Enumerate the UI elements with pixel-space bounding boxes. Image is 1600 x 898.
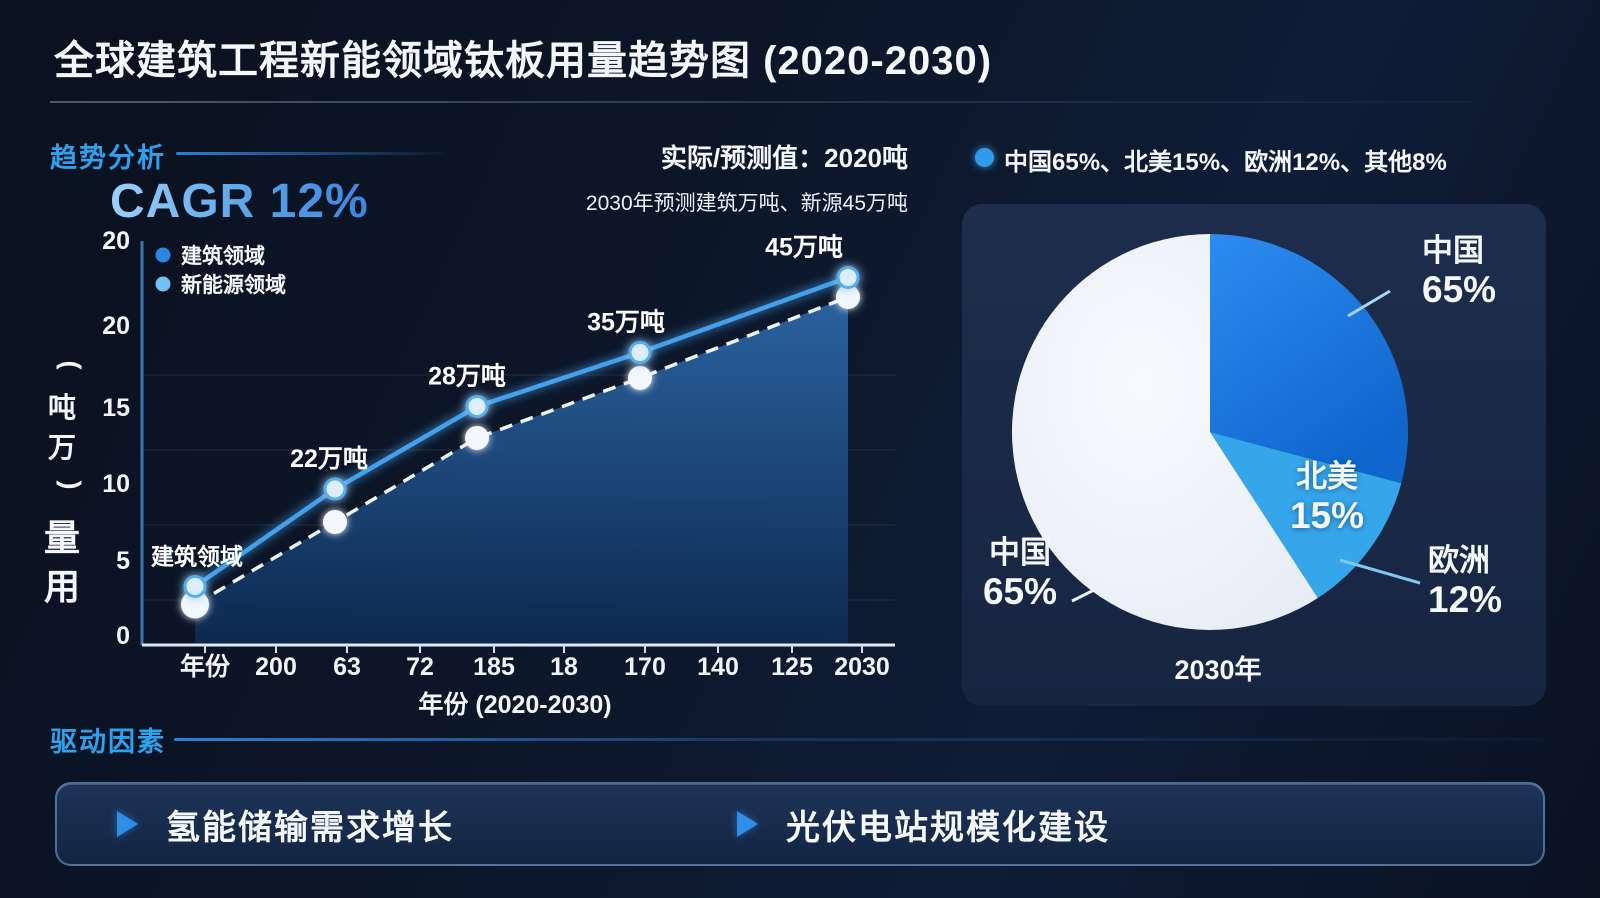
- pie-caption-year: 2030年: [1174, 655, 1262, 685]
- x-tick-label: 140: [697, 653, 739, 681]
- driver-item-hydrogen-label: 氢能储输需求增长: [166, 808, 454, 847]
- x-tick-label: 年份: [180, 652, 230, 681]
- y-tick-label: 10: [102, 470, 130, 498]
- data-point-building: [183, 575, 207, 598]
- legend-dot-icon: [155, 247, 171, 263]
- driver-item-photovoltaic: 光伏电站规模化建设: [737, 784, 1110, 864]
- trend-heading: 趋势分析: [50, 143, 166, 173]
- point-label: 建筑领域: [151, 544, 243, 570]
- pie-label-north-america-name: 北美: [1296, 459, 1358, 494]
- pie-legend-dot-icon: [975, 148, 994, 167]
- x-tick-label: 185: [473, 653, 515, 681]
- y-tick-label: 20: [102, 312, 130, 340]
- pie-label-china-left-name: 中国: [989, 535, 1051, 570]
- y-axis-title-char: (: [56, 361, 86, 370]
- legend-label: 新能源领域: [181, 273, 286, 297]
- data-point-building: [628, 341, 652, 364]
- triangle-bullet-icon: [117, 811, 138, 837]
- cagr-value: CAGR 12%: [110, 175, 369, 228]
- x-tick-label: 170: [624, 653, 666, 681]
- pie-label-china-left-value: 65%: [982, 570, 1058, 612]
- data-point-building: [836, 266, 860, 289]
- data-point-new-energy: [628, 366, 652, 390]
- pie-label-china-right: 中国 65%: [1422, 233, 1497, 310]
- pie-label-china-right-value: 65%: [1422, 268, 1497, 310]
- x-tick-label: 72: [406, 653, 434, 681]
- pie-label-europe-name: 欧洲: [1428, 543, 1490, 578]
- data-point-new-energy: [323, 510, 347, 534]
- driver-item-photovoltaic-label: 光伏电站规模化建设: [786, 808, 1110, 847]
- point-label: 28万吨: [428, 363, 506, 391]
- pie-callout-lines: [1071, 289, 1421, 603]
- data-point-new-energy: [836, 285, 860, 309]
- forecast-note-line1: 实际/预测值：2020吨: [660, 143, 908, 173]
- y-tick-label: 15: [102, 394, 130, 422]
- forecast-notes: 实际/预测值：2020吨 2030年预测建筑万吨、新源45万吨: [500, 138, 908, 217]
- callout-line-china-left: [1071, 579, 1113, 603]
- x-tick-label: 200: [255, 653, 297, 681]
- y-axis-title-char: ): [56, 481, 86, 490]
- legend-dot-icon: [155, 276, 171, 292]
- data-point-new-energy: [465, 426, 489, 450]
- callout-line-europe: [1339, 558, 1421, 585]
- pie-label-europe: 欧洲 12%: [1428, 543, 1503, 620]
- drivers-panel: 氢能储输需求增长 光伏电站规模化建设: [55, 782, 1545, 866]
- pie-chart: [1012, 234, 1408, 630]
- x-tick-label: 63: [333, 653, 361, 681]
- legend-label: 建筑领域: [181, 244, 265, 268]
- y-axis-title-char: 吨: [48, 392, 76, 423]
- point-label: 22万吨: [290, 445, 368, 473]
- y-tick-label: 0: [116, 622, 130, 650]
- point-label: 45万吨: [765, 234, 843, 262]
- area-fill: [195, 297, 848, 645]
- y-axis-title-char: 用: [44, 566, 80, 607]
- data-point-new-energy: [181, 590, 209, 619]
- pie-label-north-america: 北美 15%: [1262, 459, 1392, 536]
- pie-label-china-right-name: 中国: [1422, 233, 1484, 268]
- pie-slice: [1012, 234, 1318, 630]
- pie-label-europe-value: 12%: [1428, 578, 1503, 620]
- y-tick-label: 5: [116, 547, 130, 575]
- drivers-heading-line: [174, 738, 1542, 741]
- point-label: 35万吨: [587, 309, 665, 337]
- pie-legend-text: 中国65%、北美15%、欧洲12%、其他8%: [1004, 149, 1447, 176]
- y-tick-label: 20: [102, 227, 130, 255]
- triangle-bullet-icon: [737, 811, 758, 837]
- series-line-new-energy: [194, 295, 849, 607]
- pie-label-china-left: 中国 65%: [950, 535, 1090, 612]
- pie-label-north-america-value: 15%: [1289, 494, 1365, 536]
- x-tick-label: 2030: [834, 653, 890, 681]
- callout-line-china-right: [1347, 289, 1391, 318]
- forecast-note-line2: 2030年预测建筑万吨、新源45万吨: [585, 192, 908, 215]
- pie-slice: [1210, 234, 1408, 484]
- pie-slice: [1210, 432, 1402, 599]
- x-axis-title: 年份 (2020-2030): [418, 690, 611, 719]
- y-axis-title-char: 量: [44, 517, 80, 558]
- drivers-heading: 驱动因素: [50, 727, 166, 757]
- data-point-building: [465, 395, 489, 418]
- title-divider: [50, 101, 1474, 103]
- x-tick-label: 18: [550, 653, 578, 681]
- data-point-building: [323, 477, 347, 501]
- x-tick-label: 125: [771, 653, 813, 681]
- driver-item-hydrogen: 氢能储输需求增长: [117, 784, 454, 864]
- trend-heading-line: [176, 152, 444, 155]
- page-title: 全球建筑工程新能领域钛板用量趋势图 (2020-2030): [54, 39, 993, 83]
- y-axis-title-char: 万: [48, 432, 76, 463]
